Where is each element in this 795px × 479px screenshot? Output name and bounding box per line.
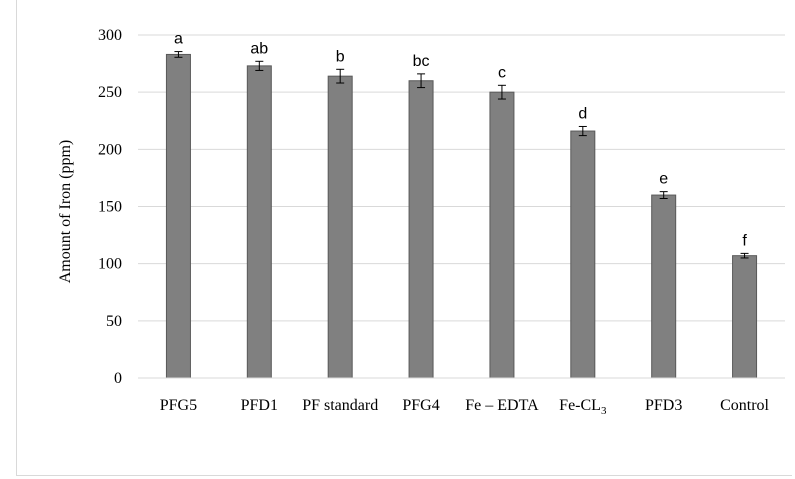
significance-label: e [659, 171, 668, 188]
x-category-label: Control [720, 397, 769, 414]
error-bar [497, 84, 506, 100]
error-bar [417, 73, 426, 89]
significance-label: c [498, 64, 506, 81]
x-category-label: Fe-CL3 [559, 397, 607, 417]
significance-label: ab [250, 40, 268, 57]
x-category-label: PFD3 [645, 397, 682, 414]
y-tick-label: 100 [98, 256, 122, 273]
significance-label: b [336, 48, 345, 65]
significance-labels: a ab b bc c d e f [174, 31, 747, 250]
y-axis-title: Amount of Iron (ppm) [57, 140, 74, 284]
y-tick-label: 50 [106, 313, 122, 330]
error-bars [174, 51, 749, 259]
error-bar [336, 68, 345, 84]
bar [165, 53, 191, 379]
bar [408, 80, 434, 379]
bar [732, 255, 758, 379]
error-bar [174, 51, 183, 58]
y-tick-label: 0 [114, 370, 122, 387]
x-category-label: PFG5 [160, 397, 197, 414]
bar [651, 194, 677, 379]
significance-label: f [742, 232, 747, 249]
bars [165, 53, 758, 379]
y-axis-ticks: 0 50 100 150 200 250 300 [98, 27, 122, 387]
bar [327, 75, 353, 379]
error-bar [578, 125, 587, 137]
significance-label: a [174, 31, 183, 48]
error-bar [740, 252, 749, 259]
y-tick-label: 200 [98, 141, 122, 158]
error-bar [255, 60, 264, 71]
bar [489, 91, 515, 379]
bar [246, 65, 272, 379]
y-tick-label: 250 [98, 84, 122, 101]
x-category-label: Fe – EDTA [465, 397, 539, 414]
x-category-label: PF standard [302, 397, 378, 414]
gridlines [138, 34, 785, 322]
significance-label: d [578, 105, 587, 122]
x-axis-category-labels: PFG5 PFD1 PF standard PFG4 Fe – EDTA Fe-CL3 PF… [160, 397, 770, 417]
x-category-label: PFG4 [402, 397, 439, 414]
y-tick-label: 300 [98, 27, 122, 44]
chart-frame [16, 0, 792, 476]
x-category-label: PFD1 [241, 397, 278, 414]
bar [570, 130, 596, 379]
y-tick-label: 150 [98, 199, 122, 216]
error-bar [659, 191, 668, 199]
significance-label: bc [413, 53, 430, 70]
